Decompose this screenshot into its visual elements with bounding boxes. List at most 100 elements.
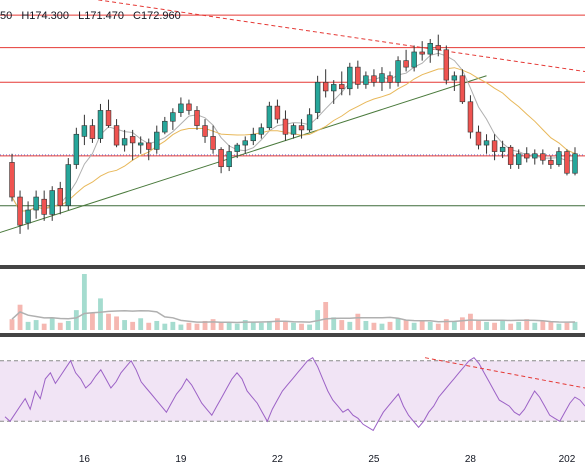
volume-bar	[331, 317, 337, 330]
rsi-pane	[0, 357, 585, 432]
volume-bar	[468, 313, 473, 330]
candle-down	[113, 125, 120, 146]
volume-bar	[138, 318, 144, 330]
volume-bar	[500, 320, 506, 330]
volume-bar	[291, 322, 296, 330]
trend-line-support	[0, 75, 487, 234]
candle-up	[483, 140, 490, 146]
volume-bar	[459, 317, 465, 330]
x-tick-label: 19	[175, 454, 187, 465]
volume-bar	[154, 320, 160, 330]
candle-up	[33, 196, 39, 211]
volume-bar	[363, 320, 369, 330]
volume-bar	[210, 319, 216, 330]
ohlc-high: H174.300	[21, 10, 70, 22]
ohlc-close: C172.960	[133, 10, 181, 22]
volume-bar	[106, 313, 111, 330]
candle-down	[105, 110, 112, 126]
candle-up	[363, 75, 369, 85]
volume-bar	[283, 321, 288, 330]
candle-down	[202, 125, 208, 137]
volume-bar	[339, 320, 345, 330]
volume-bar	[355, 313, 361, 330]
candle-up	[250, 133, 256, 142]
candle-up	[499, 146, 506, 152]
volume-bar	[371, 322, 377, 330]
candle-down	[186, 103, 192, 111]
volume-bar	[122, 320, 128, 330]
volume-bar	[411, 322, 417, 330]
pane-separator-1[interactable]	[0, 265, 585, 269]
volume-bar	[395, 318, 401, 330]
volume-bar	[299, 323, 304, 330]
volume-bar	[194, 323, 200, 330]
candle-down	[443, 49, 450, 81]
candle-up	[170, 112, 176, 122]
candle-up	[532, 153, 538, 159]
volume-bar	[540, 320, 546, 330]
candle-up	[515, 153, 522, 165]
volume-bar	[25, 321, 31, 330]
volume-bar	[130, 321, 136, 330]
candle-down	[339, 84, 345, 90]
candle-down	[371, 75, 377, 83]
ma-slow-line	[11, 67, 576, 212]
volume-bar	[387, 321, 393, 330]
candle-up	[258, 127, 265, 135]
volume-ma-line	[11, 309, 576, 324]
pane-separator-2[interactable]	[0, 333, 585, 337]
x-tick-label: 25	[368, 454, 380, 465]
volume-bar	[218, 321, 224, 330]
x-tick-label: 22	[272, 454, 284, 465]
candle-up	[411, 51, 417, 68]
candle-up	[331, 84, 337, 92]
volume-bar	[379, 323, 385, 330]
candle-up	[226, 151, 232, 168]
candle-up	[451, 75, 458, 81]
candle-up	[234, 144, 240, 152]
ohlc-low: L171.470	[78, 10, 124, 22]
volume-bar	[451, 321, 457, 330]
volume-bar	[17, 304, 23, 330]
rsi-line	[4, 357, 585, 432]
volume-bar	[81, 274, 87, 330]
candle-up	[97, 110, 104, 139]
candle-down	[298, 125, 305, 131]
candle-up	[395, 60, 401, 83]
candle-down	[507, 146, 514, 165]
candle-down	[475, 131, 482, 146]
volume-bar	[226, 322, 232, 330]
trend-line-resistance	[95, 0, 585, 73]
price-trend-lines	[0, 0, 585, 234]
candle-down	[467, 101, 474, 133]
volume-bar	[162, 323, 168, 330]
candle-down	[57, 188, 63, 207]
volume-bar	[484, 321, 489, 330]
volume-bar	[242, 320, 248, 330]
volume-bar	[307, 324, 312, 330]
volume-pane	[9, 274, 578, 330]
volume-bar	[476, 320, 481, 330]
candle-up	[242, 140, 248, 146]
candle-up	[154, 131, 160, 150]
x-tick-label: 202	[559, 454, 576, 465]
volume-bar	[556, 323, 562, 330]
volume-bar	[178, 324, 184, 330]
candle-up	[347, 66, 353, 90]
volume-bar	[347, 321, 353, 330]
candle-up	[137, 142, 144, 146]
candle-down	[419, 51, 425, 55]
volume-bar	[41, 323, 47, 330]
volume-bar	[170, 321, 176, 330]
volume-bar	[403, 320, 409, 330]
volume-bar	[443, 319, 449, 330]
rsi-band	[0, 360, 585, 422]
x-tick-label: 16	[79, 454, 91, 465]
candle-up	[306, 114, 313, 131]
volume-bar	[492, 322, 497, 330]
candle-down	[435, 45, 441, 51]
volume-bar	[258, 322, 264, 330]
volume-bar	[98, 298, 103, 330]
volume-bar	[146, 322, 152, 330]
